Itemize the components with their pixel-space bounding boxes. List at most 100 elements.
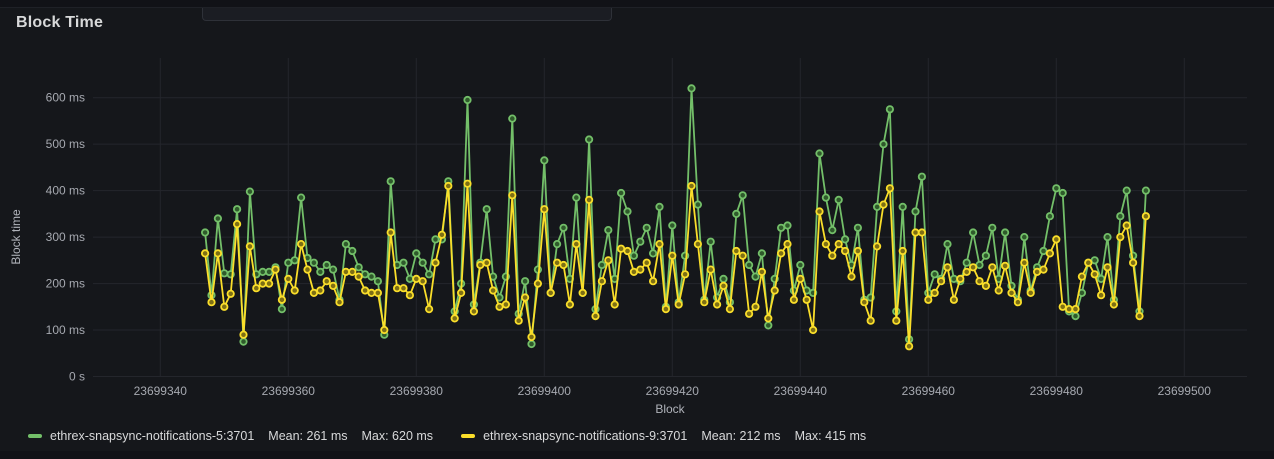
- data-point: [535, 280, 541, 286]
- data-point: [669, 222, 675, 228]
- x-tick-label: 23699340: [134, 384, 188, 398]
- data-point: [784, 241, 790, 247]
- data-point: [823, 194, 829, 200]
- data-point: [1143, 213, 1149, 219]
- data-point: [477, 262, 483, 268]
- data-point: [887, 185, 893, 191]
- data-point: [375, 290, 381, 296]
- data-point: [420, 260, 426, 266]
- data-point: [586, 197, 592, 203]
- data-point: [919, 229, 925, 235]
- data-point: [413, 250, 419, 256]
- overlay-dropdown-edge: [202, 8, 612, 21]
- data-point: [439, 232, 445, 238]
- data-point: [631, 253, 637, 259]
- data-point: [656, 241, 662, 247]
- data-point: [951, 297, 957, 303]
- series-0-line[interactable]: [202, 85, 1149, 347]
- data-point: [509, 115, 515, 121]
- data-point: [266, 269, 272, 275]
- data-point: [573, 194, 579, 200]
- data-point: [663, 306, 669, 312]
- data-point: [989, 264, 995, 270]
- series-1-max: Max: 415 ms: [795, 429, 867, 443]
- data-point: [304, 266, 310, 272]
- data-point: [330, 266, 336, 272]
- data-point: [1092, 257, 1098, 263]
- series-0-swatch-icon[interactable]: [28, 434, 42, 438]
- data-point: [240, 332, 246, 338]
- data-point: [260, 280, 266, 286]
- data-point: [215, 250, 221, 256]
- data-point: [708, 239, 714, 245]
- data-point: [522, 278, 528, 284]
- data-point: [637, 239, 643, 245]
- data-point: [285, 276, 291, 282]
- data-point: [464, 181, 470, 187]
- data-point: [445, 183, 451, 189]
- data-point: [887, 106, 893, 112]
- data-point: [1021, 260, 1027, 266]
- data-point: [432, 236, 438, 242]
- data-point: [1034, 269, 1040, 275]
- data-point: [343, 269, 349, 275]
- data-point: [925, 297, 931, 303]
- data-point: [964, 260, 970, 266]
- data-point: [311, 260, 317, 266]
- data-point: [829, 253, 835, 259]
- data-point: [740, 192, 746, 198]
- data-point: [202, 229, 208, 235]
- data-point: [765, 322, 771, 328]
- data-point: [420, 278, 426, 284]
- series-1-mean: Mean: 212 ms: [701, 429, 780, 443]
- data-point: [944, 264, 950, 270]
- data-point: [880, 201, 886, 207]
- data-point: [778, 250, 784, 256]
- data-point: [669, 253, 675, 259]
- x-tick-label: 23699480: [1030, 384, 1084, 398]
- data-point: [554, 260, 560, 266]
- data-point: [810, 327, 816, 333]
- data-point: [976, 278, 982, 284]
- data-point: [1143, 187, 1149, 193]
- x-tick-label: 23699460: [902, 384, 956, 398]
- data-point: [484, 206, 490, 212]
- data-point: [266, 280, 272, 286]
- data-point: [471, 308, 477, 314]
- data-point: [996, 287, 1002, 293]
- data-point: [1098, 276, 1104, 282]
- data-point: [253, 285, 259, 291]
- data-point: [1136, 313, 1142, 319]
- data-point: [1040, 266, 1046, 272]
- data-point: [1098, 292, 1104, 298]
- data-point: [1040, 248, 1046, 254]
- series-0-name[interactable]: ethrex-snapsync-notifications-5:3701: [50, 429, 254, 443]
- grid-layer: [93, 58, 1247, 377]
- series-1-name[interactable]: ethrex-snapsync-notifications-9:3701: [483, 429, 687, 443]
- data-point: [752, 304, 758, 310]
- data-point: [234, 206, 240, 212]
- data-point: [816, 208, 822, 214]
- data-point: [349, 248, 355, 254]
- data-point: [746, 262, 752, 268]
- data-point: [362, 287, 368, 293]
- data-point: [932, 271, 938, 277]
- data-point: [695, 201, 701, 207]
- data-point: [298, 194, 304, 200]
- data-point: [1092, 271, 1098, 277]
- series-1-swatch-icon[interactable]: [461, 434, 475, 438]
- data-point: [970, 264, 976, 270]
- data-point: [221, 304, 227, 310]
- series-layer[interactable]: [202, 85, 1149, 349]
- data-point: [720, 276, 726, 282]
- y-tick-label: 300 ms: [46, 230, 85, 244]
- data-point: [900, 248, 906, 254]
- data-point: [778, 225, 784, 231]
- data-point: [919, 174, 925, 180]
- data-point: [279, 297, 285, 303]
- data-point: [1072, 313, 1078, 319]
- data-point: [388, 178, 394, 184]
- x-axis-title: Block: [655, 402, 685, 416]
